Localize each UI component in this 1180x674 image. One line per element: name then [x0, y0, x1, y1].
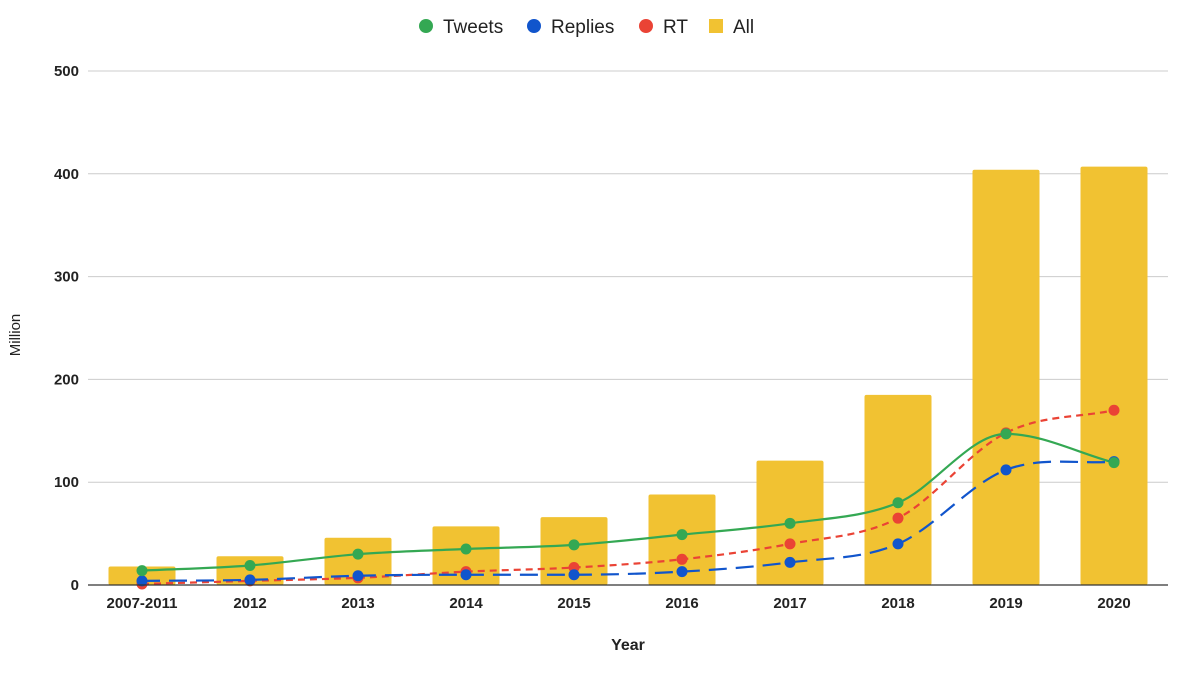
point-replies	[460, 569, 472, 581]
x-tick-label: 2013	[341, 595, 374, 612]
point-tweets	[1000, 428, 1012, 440]
point-replies	[676, 566, 688, 578]
bar-all	[324, 537, 392, 585]
x-axis-ticks: 2007-2011 2012 2013 2014 2015 2016 2017 2018 201…	[107, 595, 1131, 612]
point-tweets	[352, 548, 364, 560]
x-tick-label: 2007-2011	[107, 595, 178, 612]
point-tweets	[244, 559, 256, 571]
x-tick-label: 2014	[449, 595, 483, 612]
point-replies	[244, 574, 256, 586]
x-axis-title: Year	[611, 637, 645, 654]
y-tick-label: 400	[54, 166, 79, 183]
bar-all	[864, 394, 932, 585]
y-tick-label: 200	[54, 371, 79, 388]
legend-label-replies: Replies	[551, 17, 614, 38]
bar-all	[972, 169, 1040, 586]
line-replies	[141, 460, 1115, 582]
point-tweets	[892, 497, 904, 509]
bar-all	[1080, 166, 1148, 585]
y-tick-label: 0	[71, 577, 79, 594]
x-tick-label: 2020	[1097, 595, 1130, 612]
legend: Tweets Replies RT All	[419, 17, 754, 38]
legend-item-all[interactable]: All	[709, 17, 754, 38]
point-replies	[568, 569, 580, 581]
y-axis-title: Million	[7, 314, 24, 357]
point-rt	[1108, 404, 1120, 416]
legend-swatch-rt	[639, 19, 653, 33]
legend-label-tweets: Tweets	[443, 17, 503, 38]
bars-all	[108, 166, 1148, 586]
point-replies	[784, 556, 796, 568]
x-tick-label: 2015	[557, 595, 590, 612]
x-tick-label: 2017	[773, 595, 806, 612]
legend-item-replies[interactable]: Replies	[527, 17, 614, 38]
legend-swatch-tweets	[419, 19, 433, 33]
point-rt	[676, 553, 688, 565]
point-rt	[784, 538, 796, 550]
series-points	[136, 404, 1120, 590]
point-tweets	[784, 517, 796, 529]
bar-all	[540, 517, 608, 585]
line-tweets	[141, 432, 1115, 572]
y-tick-label: 300	[54, 269, 79, 286]
y-tick-label: 500	[54, 63, 79, 80]
legend-item-tweets[interactable]: Tweets	[419, 17, 503, 38]
legend-swatch-replies	[527, 19, 541, 33]
x-tick-label: 2016	[665, 595, 698, 612]
y-axis-ticks: 0 100 200 300 400 500	[54, 63, 79, 594]
x-tick-label: 2019	[989, 595, 1022, 612]
point-replies	[352, 570, 364, 582]
point-tweets	[136, 565, 148, 577]
y-tick-label: 100	[54, 474, 79, 491]
legend-swatch-all	[709, 19, 723, 33]
legend-item-rt[interactable]: RT	[639, 17, 688, 38]
series-lines	[141, 409, 1115, 586]
point-rt	[892, 512, 904, 524]
point-tweets	[1108, 457, 1120, 469]
point-replies	[892, 538, 904, 550]
point-replies	[136, 575, 148, 587]
line-rt	[141, 409, 1115, 586]
x-tick-label: 2012	[233, 595, 266, 612]
x-tick-label: 2018	[881, 595, 914, 612]
legend-label-rt: RT	[663, 17, 688, 38]
point-tweets	[460, 543, 472, 555]
point-tweets	[676, 529, 688, 541]
legend-label-all: All	[733, 17, 754, 38]
point-tweets	[568, 539, 580, 551]
point-replies	[1000, 464, 1012, 476]
